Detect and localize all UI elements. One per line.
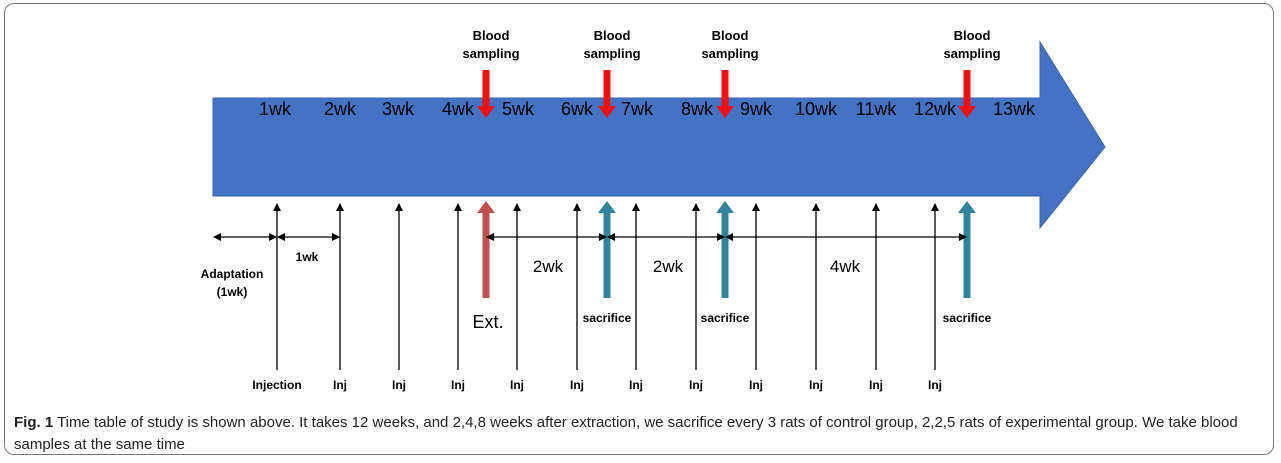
interval-label: 4wk xyxy=(829,257,861,276)
injection-label: Inj xyxy=(749,378,763,392)
caption: Fig. 1 Time table of study is shown abov… xyxy=(14,412,1264,456)
injection-label: Inj xyxy=(510,378,524,392)
extraction-arrow xyxy=(477,201,495,298)
blood-sampling-arrow xyxy=(958,70,976,118)
blood-sampling-label: Blood sampling xyxy=(701,28,759,61)
week-label: 8wk xyxy=(680,99,714,119)
injection-label: Inj xyxy=(689,378,703,392)
injection-label: Inj xyxy=(570,378,584,392)
injection-label: Inj xyxy=(809,378,823,392)
week-label: 9wk xyxy=(739,99,773,119)
sacrifice-arrow xyxy=(958,201,976,298)
interval-label: Adaptation (1wk) xyxy=(200,267,264,299)
week-label: 10wk xyxy=(794,99,838,119)
blood-sampling-label: Blood sampling xyxy=(462,28,520,61)
week-label: 1wk xyxy=(258,99,292,119)
week-label: 4wk xyxy=(441,99,475,119)
blood-sampling-arrow xyxy=(716,70,734,118)
timeline-arrow xyxy=(212,40,1106,230)
extraction-label: Ext. xyxy=(472,312,504,332)
injection-label: Inj xyxy=(869,378,883,392)
sacrifice-label: sacrifice xyxy=(582,311,632,325)
week-label: 12wk xyxy=(913,99,957,119)
blood-sampling-arrow xyxy=(598,70,616,118)
interval-label: 2wk xyxy=(532,257,564,276)
week-label: 13wk xyxy=(992,99,1036,119)
injection-label: Inj xyxy=(629,378,643,392)
blood-sampling-label: Blood sampling xyxy=(943,28,1001,61)
frame xyxy=(4,3,1274,455)
blood-sampling-arrow xyxy=(477,70,495,118)
injection-label: Inj xyxy=(392,378,406,392)
sacrifice-label: sacrifice xyxy=(942,311,992,325)
week-label: 7wk xyxy=(620,99,654,119)
week-label: 6wk xyxy=(560,99,594,119)
week-label: 5wk xyxy=(501,99,535,119)
interval-label: 1wk xyxy=(295,250,319,264)
week-label: 2wk xyxy=(323,99,357,119)
injection-label: Inj xyxy=(451,378,465,392)
sacrifice-arrow xyxy=(716,201,734,298)
injection-label: Injection xyxy=(252,378,302,392)
caption-label: Fig. 1 xyxy=(14,414,54,431)
caption-text: Time table of study is shown above. It t… xyxy=(14,414,1238,453)
sacrifice-arrow xyxy=(598,201,616,298)
interval-label: 2wk xyxy=(652,257,684,276)
blood-sampling-label: Blood sampling xyxy=(583,28,641,61)
week-label: 11wk xyxy=(855,99,897,119)
injection-label: Inj xyxy=(333,378,347,392)
injection-label: Inj xyxy=(928,378,942,392)
week-label: 3wk xyxy=(381,99,415,119)
sacrifice-label: sacrifice xyxy=(700,311,750,325)
